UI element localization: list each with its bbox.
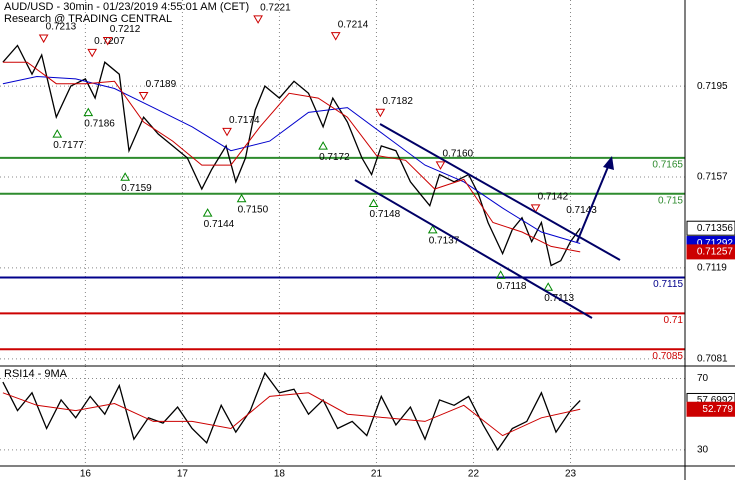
series-line [2, 44, 581, 267]
series-line [2, 61, 581, 253]
last-value-box [686, 401, 735, 417]
pivot-marker [543, 282, 554, 291]
x-tick-label: 21 [371, 469, 383, 480]
series-line [2, 75, 581, 244]
arrow-head [603, 156, 614, 170]
arrow [576, 161, 611, 243]
x-tick-label: 17 [177, 469, 189, 480]
pivot-marker [495, 270, 506, 279]
last-value-label: 52.779 [702, 404, 733, 415]
pivot-label: 0.7150 [238, 204, 269, 215]
pivot-marker [368, 198, 379, 208]
pivot-label: 0.7137 [429, 236, 460, 247]
pivot-label: 0.7143 [566, 205, 597, 216]
pivot-label: 0.7182 [382, 96, 413, 107]
series-line [2, 371, 581, 452]
pivot-label: 0.7160 [442, 148, 473, 159]
pivot-label: 0.7213 [46, 22, 77, 33]
pivot-marker [102, 36, 113, 46]
level-label: 0.7085 [652, 351, 683, 362]
pivot-label: 0.7212 [110, 24, 141, 35]
pivot-marker [83, 107, 94, 117]
pivot-marker [375, 108, 386, 118]
last-value-label: 57.6992 [697, 395, 734, 406]
pivot-marker [427, 224, 438, 234]
pivot-marker [222, 127, 232, 137]
pivot-label: 0.7159 [121, 183, 152, 194]
pivot-marker [530, 204, 541, 213]
last-value-label: 0.71292 [697, 238, 734, 249]
pivot-marker [87, 48, 98, 58]
last-value-box [686, 220, 735, 236]
level-label: 0.7115 [653, 279, 683, 290]
pivot-marker [236, 193, 247, 203]
chart-subtitle: Research @ TRADING CENTRAL [4, 13, 172, 25]
y-tick-label: 0.7119 [697, 263, 727, 274]
pivot-marker [202, 208, 213, 217]
pivot-label: 0.7221 [260, 3, 291, 14]
pivot-label: 0.7189 [146, 79, 177, 90]
pivot-marker [330, 32, 341, 41]
x-tick-label: 18 [274, 469, 286, 480]
pivot-label: 0.7118 [497, 281, 527, 292]
level-label: 0.7165 [652, 160, 683, 171]
pivot-marker [435, 161, 446, 170]
pivot-label: 0.7172 [319, 152, 350, 163]
pivot-label: 0.7144 [204, 219, 235, 230]
x-tick-label: 23 [565, 469, 577, 480]
pivot-marker [52, 129, 63, 138]
pivot-marker [120, 172, 131, 181]
last-value-label: 0.71356 [697, 223, 734, 234]
pivot-label: 0.7148 [370, 209, 401, 220]
pivot-marker [253, 15, 263, 24]
y-tick-label: 0.7081 [697, 353, 728, 364]
level-label: 0.71 [664, 315, 684, 326]
x-tick-label: 16 [80, 469, 92, 480]
x-tick-label: 22 [468, 469, 480, 480]
last-value-box [686, 244, 735, 260]
rsi-title: RSI14 - 9MA [4, 368, 68, 380]
series-line [2, 392, 581, 437]
pivot-marker [38, 34, 49, 44]
y-tick-label: 0.7195 [697, 81, 728, 92]
last-value-label: 0.71257 [697, 247, 734, 258]
pivot-marker [138, 91, 149, 101]
pivot-label: 0.7174 [229, 115, 260, 126]
pivot-marker [318, 141, 328, 150]
pivot-label: 0.7214 [338, 19, 369, 30]
pivot-label: 0.7177 [53, 140, 84, 151]
y-tick-label: 30 [697, 445, 709, 456]
pivot-label: 0.7186 [84, 118, 115, 129]
trend-line [354, 179, 593, 319]
y-tick-label: 0.7157 [697, 172, 728, 183]
pivot-label: 0.7142 [538, 192, 569, 203]
y-tick-label: 70 [697, 373, 709, 384]
level-label: 0.715 [658, 195, 683, 206]
chart-title: AUD/USD - 30min - 01/23/2019 4:55:01 AM … [4, 1, 249, 13]
